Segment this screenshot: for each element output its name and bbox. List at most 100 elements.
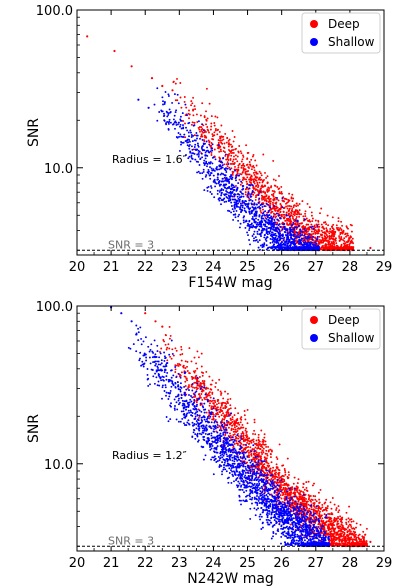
data-point-deep	[352, 520, 355, 523]
data-point-deep	[264, 467, 267, 469]
data-point-deep	[213, 399, 216, 402]
data-point-shallow	[224, 186, 227, 189]
data-point-deep	[338, 535, 341, 538]
data-point-shallow	[162, 103, 164, 106]
data-point-shallow	[271, 231, 273, 234]
data-point-deep	[330, 520, 333, 523]
data-point-deep	[215, 382, 217, 384]
data-point-deep	[240, 416, 243, 419]
data-point-shallow	[303, 234, 306, 237]
data-point-deep	[358, 540, 361, 543]
data-point-shallow	[255, 212, 258, 215]
data-point-deep	[282, 493, 285, 496]
data-point-shallow	[277, 246, 280, 249]
data-point-deep	[226, 153, 229, 156]
data-point-shallow	[311, 241, 313, 244]
data-point-shallow	[248, 199, 251, 202]
data-point-deep	[248, 161, 251, 163]
data-point-deep	[238, 423, 241, 426]
data-point-deep	[226, 421, 228, 424]
data-point-shallow	[306, 243, 309, 246]
data-point-shallow	[190, 155, 193, 158]
data-point-deep	[235, 440, 238, 442]
data-point-shallow	[203, 189, 206, 192]
data-point-deep	[231, 173, 234, 176]
data-point-deep	[252, 153, 255, 156]
data-point-deep	[276, 198, 278, 201]
data-point-deep	[286, 223, 289, 226]
data-point-deep	[284, 486, 287, 489]
data-point-shallow	[315, 242, 318, 245]
data-point-deep	[194, 369, 197, 372]
data-point-deep	[201, 135, 204, 138]
data-point-deep	[264, 185, 267, 187]
data-point-shallow	[253, 215, 256, 217]
data-point-shallow	[248, 239, 251, 241]
data-point-deep	[236, 155, 239, 158]
data-point-deep	[171, 89, 174, 92]
data-point-deep	[294, 209, 297, 212]
data-point-shallow	[309, 244, 312, 246]
data-point-shallow	[306, 235, 309, 238]
data-point-deep	[253, 418, 256, 421]
data-point-shallow	[232, 218, 235, 221]
data-point-shallow	[273, 229, 276, 232]
data-point-shallow	[198, 150, 201, 153]
data-point-shallow	[231, 195, 234, 198]
data-point-deep	[307, 223, 310, 226]
data-point-deep	[337, 522, 340, 525]
data-point-deep	[235, 425, 238, 428]
data-point-deep	[243, 414, 246, 417]
data-point-shallow	[234, 203, 237, 206]
data-point-shallow	[265, 239, 268, 242]
data-point-shallow	[230, 177, 232, 180]
data-point-shallow	[293, 235, 295, 237]
data-point-deep	[328, 232, 331, 235]
data-point-deep	[231, 160, 234, 163]
data-point-deep	[209, 383, 212, 386]
data-point-deep	[180, 348, 183, 351]
data-point-deep	[333, 247, 336, 250]
data-point-deep	[308, 238, 311, 241]
data-point-deep	[193, 105, 196, 108]
data-point-deep	[266, 181, 269, 184]
data-point-deep	[198, 128, 201, 131]
data-point-shallow	[167, 113, 170, 116]
data-point-shallow	[190, 136, 193, 138]
data-point-shallow	[223, 184, 226, 187]
data-point-deep	[259, 189, 261, 192]
data-point-deep	[229, 143, 232, 146]
data-point-deep	[280, 185, 283, 188]
data-point-shallow	[163, 103, 166, 105]
data-point-shallow	[240, 211, 242, 214]
data-point-deep	[247, 451, 250, 454]
data-point-deep	[232, 171, 235, 173]
data-point-shallow	[250, 222, 253, 225]
data-point-deep	[207, 387, 209, 390]
data-point-shallow	[233, 201, 236, 204]
data-point-deep	[318, 242, 321, 244]
data-point-deep	[354, 533, 357, 536]
data-point-deep	[345, 523, 348, 526]
data-point-shallow	[161, 96, 164, 99]
data-point-shallow	[259, 232, 262, 235]
data-point-shallow	[188, 155, 191, 158]
data-point-deep	[310, 233, 313, 236]
data-point-shallow	[176, 93, 179, 96]
data-point-deep	[213, 131, 216, 134]
data-point-deep	[215, 413, 218, 416]
data-point-deep	[238, 178, 241, 181]
data-point-shallow	[274, 226, 277, 229]
data-point-shallow	[267, 211, 270, 214]
data-point-deep	[262, 191, 265, 193]
data-point-deep	[275, 463, 278, 466]
data-point-deep	[320, 229, 323, 232]
data-point-deep	[184, 122, 186, 125]
data-point-deep	[224, 151, 226, 154]
data-point-deep	[278, 191, 281, 194]
data-point-deep	[223, 418, 226, 421]
data-point-shallow	[233, 195, 236, 197]
data-point-deep	[313, 516, 316, 519]
data-point-deep	[212, 418, 215, 421]
data-point-shallow	[272, 228, 275, 231]
